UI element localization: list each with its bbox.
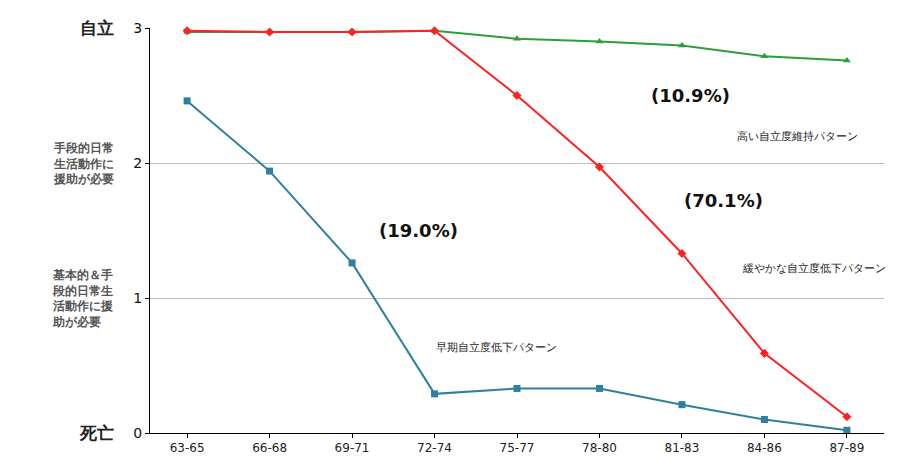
svg-text:0: 0	[133, 425, 142, 441]
svg-text:死亡: 死亡	[79, 423, 114, 443]
svg-text:63-65: 63-65	[170, 441, 205, 455]
svg-text:87-89: 87-89	[829, 441, 864, 455]
svg-text:早期自立度低下パターン: 早期自立度低下パターン	[436, 341, 557, 354]
svg-text:手段的日常生活動作に援助が必要: 手段的日常生活動作に援助が必要	[53, 141, 114, 186]
svg-text:78-80: 78-80	[582, 441, 617, 455]
svg-text:84-86: 84-86	[747, 441, 782, 455]
svg-text:72-74: 72-74	[417, 441, 452, 455]
svg-text:(70.1%): (70.1%)	[684, 190, 763, 211]
svg-text:2: 2	[133, 155, 142, 171]
svg-text:緩やかな自立度低下パターン: 緩やかな自立度低下パターン	[742, 262, 886, 275]
svg-text:66-68: 66-68	[252, 441, 287, 455]
svg-text:(10.9%): (10.9%)	[651, 85, 730, 106]
svg-text:3: 3	[133, 20, 142, 36]
svg-text:1: 1	[133, 290, 142, 306]
svg-text:69-71: 69-71	[335, 441, 370, 455]
svg-text:75-77: 75-77	[500, 441, 535, 455]
svg-text:81-83: 81-83	[665, 441, 700, 455]
svg-text:(19.0%): (19.0%)	[379, 220, 458, 241]
svg-text:高い自立度維持パターン: 高い自立度維持パターン	[737, 130, 858, 143]
svg-text:自立: 自立	[80, 18, 114, 38]
svg-text:基本的＆手段的日常生活動作に援助が必要: 基本的＆手段的日常生活動作に援助が必要	[52, 268, 114, 329]
